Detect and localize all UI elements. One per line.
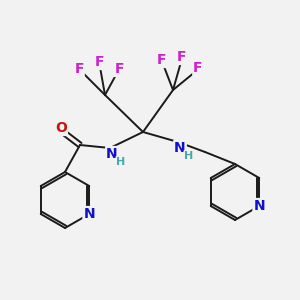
Text: H: H [184,151,194,161]
Text: N: N [83,207,95,221]
Text: N: N [174,141,186,155]
Text: F: F [94,55,104,69]
Text: F: F [114,62,124,76]
Text: H: H [116,157,126,167]
Text: F: F [193,61,203,75]
Text: F: F [177,50,187,64]
Text: N: N [254,199,265,213]
Text: F: F [156,53,166,67]
Text: N: N [106,147,118,161]
Text: O: O [55,121,67,135]
Text: F: F [74,62,84,76]
